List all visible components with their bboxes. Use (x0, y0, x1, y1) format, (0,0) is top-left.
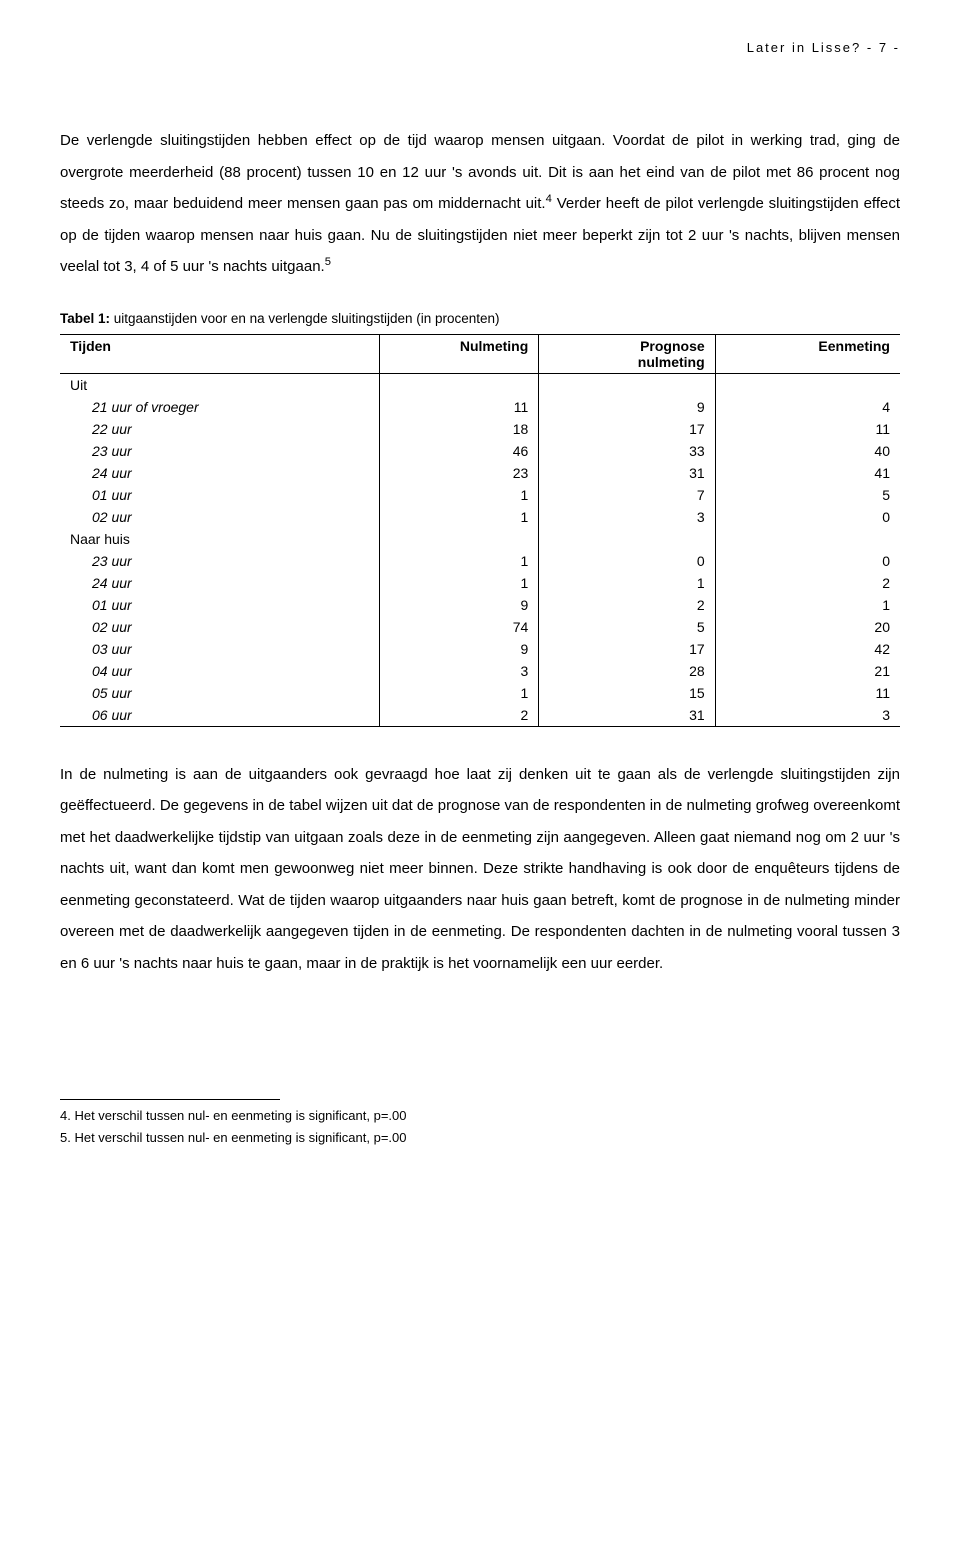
cell-een: 20 (715, 616, 900, 638)
paragraph-2: In de nulmeting is aan de uitgaanders oo… (60, 759, 900, 980)
cell-prog: 31 (539, 704, 715, 727)
cell-prog: 33 (539, 440, 715, 462)
table-row: 22 uur181711 (60, 418, 900, 440)
cell-een: 1 (715, 594, 900, 616)
table-row: 23 uur463340 (60, 440, 900, 462)
row-label: 01 uur (60, 484, 379, 506)
table-row: 02 uur130 (60, 506, 900, 528)
table-row: 06 uur2313 (60, 704, 900, 727)
cell-nul: 1 (379, 572, 539, 594)
cell-prog: 15 (539, 682, 715, 704)
row-label: 06 uur (60, 704, 379, 727)
cell-nul: 46 (379, 440, 539, 462)
row-label: 03 uur (60, 638, 379, 660)
table-row: 02 uur74520 (60, 616, 900, 638)
row-label: 21 uur of vroeger (60, 396, 379, 418)
cell-een: 11 (715, 682, 900, 704)
cell-prog: 17 (539, 418, 715, 440)
cell-prog: 17 (539, 638, 715, 660)
cell-prog: 1 (539, 572, 715, 594)
cell-een: 41 (715, 462, 900, 484)
cell-prog: 31 (539, 462, 715, 484)
cell-een: 3 (715, 704, 900, 727)
table-row: 05 uur11511 (60, 682, 900, 704)
row-label: 02 uur (60, 616, 379, 638)
table-row: 21 uur of vroeger1194 (60, 396, 900, 418)
cell-nul: 74 (379, 616, 539, 638)
cell-een: 40 (715, 440, 900, 462)
col-header-nulmeting: Nulmeting (379, 334, 539, 373)
table-row: 24 uur233141 (60, 462, 900, 484)
row-label: 22 uur (60, 418, 379, 440)
footnote-ref-5: 5 (325, 256, 331, 268)
table-section-header: Uit (60, 373, 900, 396)
cell-prog: 28 (539, 660, 715, 682)
cell-nul: 9 (379, 594, 539, 616)
cell-nul: 23 (379, 462, 539, 484)
table-caption: Tabel 1: uitgaanstijden voor en na verle… (60, 311, 900, 326)
cell-empty (379, 528, 539, 550)
cell-een: 42 (715, 638, 900, 660)
cell-nul: 3 (379, 660, 539, 682)
cell-nul: 1 (379, 550, 539, 572)
col-header-prognose-line2: nulmeting (638, 354, 705, 370)
cell-een: 5 (715, 484, 900, 506)
cell-nul: 2 (379, 704, 539, 727)
table-section-header: Naar huis (60, 528, 900, 550)
col-header-prognose-line1: Prognose (640, 338, 705, 354)
cell-een: 21 (715, 660, 900, 682)
row-label: 01 uur (60, 594, 379, 616)
section-label: Uit (60, 373, 379, 396)
paragraph-1: De verlengde sluitingstijden hebben effe… (60, 125, 900, 283)
data-table: Tijden Nulmeting Prognose nulmeting Eenm… (60, 334, 900, 727)
cell-nul: 1 (379, 484, 539, 506)
row-label: 24 uur (60, 462, 379, 484)
cell-prog: 2 (539, 594, 715, 616)
cell-een: 2 (715, 572, 900, 594)
table-row: 01 uur175 (60, 484, 900, 506)
cell-prog: 7 (539, 484, 715, 506)
table-row: 01 uur921 (60, 594, 900, 616)
row-label: 23 uur (60, 550, 379, 572)
cell-empty (715, 528, 900, 550)
col-header-prognose: Prognose nulmeting (539, 334, 715, 373)
cell-prog: 5 (539, 616, 715, 638)
footnote-5: 5. Het verschil tussen nul- en eenmeting… (60, 1128, 900, 1148)
cell-prog: 3 (539, 506, 715, 528)
col-header-eenmeting: Eenmeting (715, 334, 900, 373)
cell-empty (715, 373, 900, 396)
row-label: 24 uur (60, 572, 379, 594)
row-label: 23 uur (60, 440, 379, 462)
cell-empty (379, 373, 539, 396)
cell-nul: 1 (379, 682, 539, 704)
table-caption-text: uitgaanstijden voor en na verlengde slui… (110, 311, 500, 326)
table-row: 04 uur32821 (60, 660, 900, 682)
cell-een: 11 (715, 418, 900, 440)
cell-nul: 11 (379, 396, 539, 418)
section-label: Naar huis (60, 528, 379, 550)
footnote-rule (60, 1099, 280, 1100)
table-row: 24 uur112 (60, 572, 900, 594)
table-row: 23 uur100 (60, 550, 900, 572)
cell-empty (539, 528, 715, 550)
table-body: Uit21 uur of vroeger119422 uur18171123 u… (60, 373, 900, 726)
cell-een: 0 (715, 506, 900, 528)
table-row: 03 uur91742 (60, 638, 900, 660)
footnotes: 4. Het verschil tussen nul- en eenmeting… (60, 1099, 900, 1147)
row-label: 04 uur (60, 660, 379, 682)
footnote-4: 4. Het verschil tussen nul- en eenmeting… (60, 1106, 900, 1126)
cell-een: 4 (715, 396, 900, 418)
cell-nul: 1 (379, 506, 539, 528)
table-caption-label: Tabel 1: (60, 311, 110, 326)
cell-prog: 9 (539, 396, 715, 418)
row-label: 05 uur (60, 682, 379, 704)
cell-nul: 9 (379, 638, 539, 660)
cell-prog: 0 (539, 550, 715, 572)
cell-een: 0 (715, 550, 900, 572)
running-head: Later in Lisse? - 7 - (60, 40, 900, 55)
col-header-tijden: Tijden (60, 334, 379, 373)
cell-empty (539, 373, 715, 396)
row-label: 02 uur (60, 506, 379, 528)
cell-nul: 18 (379, 418, 539, 440)
